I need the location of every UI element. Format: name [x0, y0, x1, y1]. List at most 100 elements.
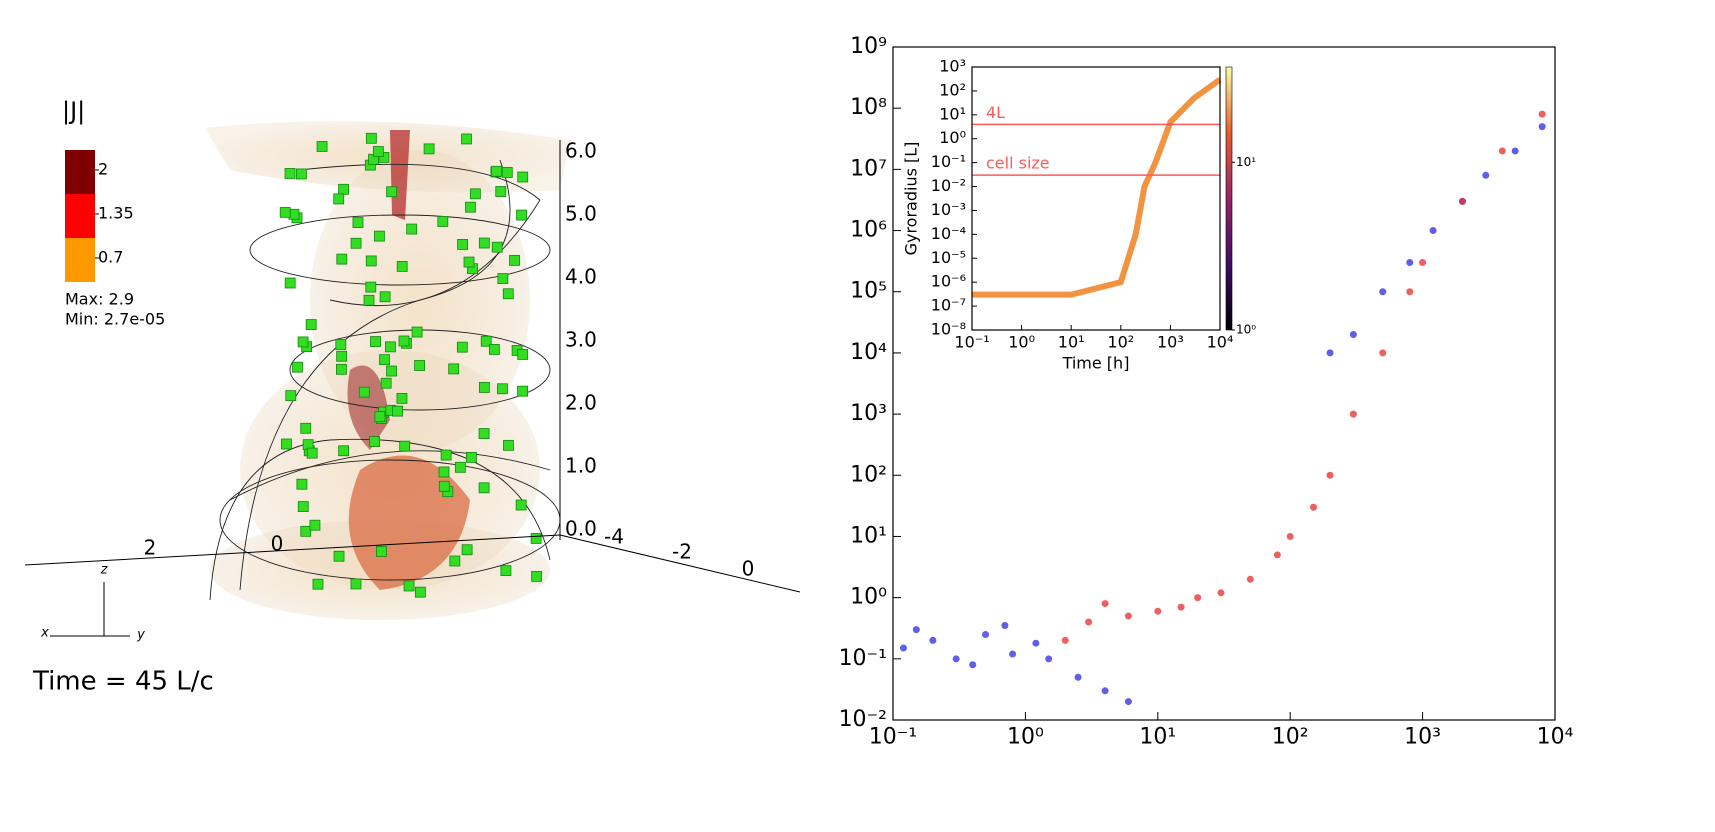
particle: [502, 288, 514, 300]
z-axis-label: 4.0: [565, 265, 597, 289]
field-line: [249, 214, 551, 286]
particle: [284, 168, 296, 179]
particle: [296, 168, 307, 180]
particle: [509, 254, 520, 266]
particle: [399, 440, 411, 452]
particle: [478, 482, 490, 494]
point: [1273, 551, 1281, 559]
particle: [306, 447, 318, 459]
y-tick-label: 10⁻⁶: [931, 272, 966, 291]
point: [1326, 471, 1334, 479]
particle: [374, 230, 385, 242]
particle: [423, 143, 435, 155]
colorbar-label: 1.35: [98, 204, 134, 223]
particle: [336, 253, 348, 265]
particle: [300, 422, 312, 434]
colorbar-swatch: [65, 194, 95, 238]
current-sheet: [347, 365, 390, 450]
x-tick-label: 10⁴: [1207, 332, 1234, 351]
z-axis-label: 6.0: [565, 139, 597, 163]
particle: [466, 451, 477, 463]
point: [1101, 600, 1109, 608]
x-tick-label: 10⁰: [1008, 332, 1035, 351]
y-axis-label: Gyroradius [L]: [902, 142, 921, 256]
z-axis-label: 1.0: [565, 454, 597, 478]
particle: [406, 223, 418, 235]
y-tick-label: 10⁻¹: [931, 152, 966, 171]
point: [1419, 259, 1427, 267]
point: [1177, 603, 1185, 611]
particle: [392, 405, 403, 417]
particle: [398, 335, 410, 347]
particle: [333, 193, 345, 205]
orientation-x-label: x: [40, 626, 49, 641]
y-axis-label: 2: [144, 536, 157, 560]
reference-label: 4L: [986, 103, 1005, 122]
point: [952, 655, 960, 663]
y-tick-label: 10⁰: [939, 128, 966, 147]
particle: [501, 167, 513, 178]
particle: [296, 478, 308, 490]
particle: [386, 365, 397, 377]
particle: [365, 255, 377, 267]
particle: [515, 499, 527, 511]
particle: [414, 360, 425, 371]
field-line: [229, 450, 551, 501]
point: [1349, 330, 1357, 338]
particle: [503, 439, 514, 451]
y-tick-label: 10⁻⁴: [931, 224, 966, 243]
particle: [365, 132, 377, 144]
point: [1538, 110, 1546, 118]
time-label: Time = 45 L/c: [32, 667, 214, 697]
inset-chart: 4L cell size 10⁻¹ 10⁰ 10¹ 10² 10³ 10⁴ 10⁻⁸ 10⁻⁷ 10…: [902, 57, 1257, 373]
y-tick-label: 10⁵: [850, 279, 887, 304]
particle: [469, 188, 481, 200]
particle: [531, 570, 542, 582]
particle: [491, 241, 503, 253]
particle: [396, 260, 408, 272]
x-tick-label: 10²: [1107, 332, 1134, 351]
particle: [379, 291, 391, 303]
particle: [456, 341, 468, 353]
x-axis-label: 0: [742, 557, 755, 581]
point: [1074, 673, 1082, 681]
particle: [336, 363, 347, 375]
y-tick-label: 10⁻²: [931, 176, 966, 195]
x-tick-label: 10¹: [1139, 725, 1176, 750]
point: [1310, 503, 1318, 511]
reference-label: cell size: [986, 154, 1050, 173]
particle: [530, 533, 542, 544]
particle: [316, 141, 328, 152]
point: [1001, 622, 1009, 630]
particle: [449, 555, 461, 567]
particle: [480, 335, 492, 347]
point: [1101, 687, 1109, 695]
colorbar-swatch: [65, 238, 95, 282]
particle: [379, 354, 390, 366]
particle: [338, 183, 349, 195]
particle: [500, 565, 512, 577]
point: [1458, 197, 1466, 205]
particle: [385, 341, 396, 353]
particle: [365, 281, 377, 293]
current-sheet: [390, 130, 410, 220]
point: [1349, 410, 1357, 418]
particle: [517, 349, 529, 360]
field-line: [299, 163, 541, 307]
point: [1009, 650, 1017, 658]
particle: [403, 580, 415, 592]
colorbar-label: 0.7: [98, 248, 123, 267]
field-line: [209, 438, 551, 601]
point: [1124, 698, 1132, 706]
min-label: Min: 2.7e-05: [65, 310, 165, 329]
particle: [438, 466, 450, 478]
x-tick-label: 10²: [1272, 725, 1309, 750]
particle: [292, 361, 303, 373]
particle: [305, 319, 317, 330]
point: [1406, 288, 1414, 296]
point: [1246, 575, 1254, 583]
particle: [463, 256, 475, 268]
z-axis-label: 2.0: [565, 391, 597, 415]
y-tick-label: 10¹: [850, 523, 887, 548]
